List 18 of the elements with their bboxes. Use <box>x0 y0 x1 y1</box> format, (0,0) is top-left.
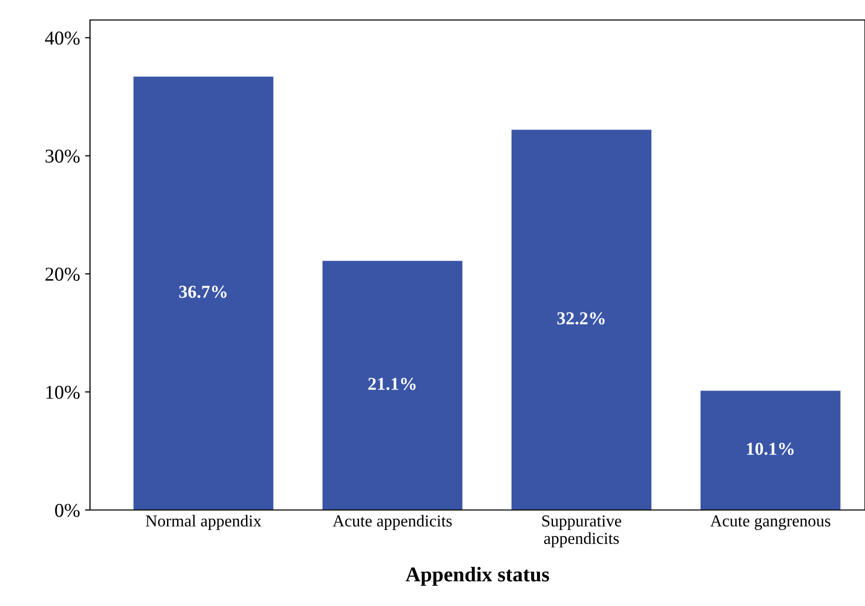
y-tick-label: 0% <box>55 504 80 517</box>
y-tick-label: 40% <box>45 32 80 45</box>
x-tick-label: Acute appendicits <box>332 514 452 530</box>
y-tick-label: 10% <box>46 386 80 399</box>
x-tick-label: Acute gangrenous <box>710 515 830 530</box>
y-tick-label: 30% <box>46 150 80 163</box>
bar <box>133 76 274 510</box>
data-label: 32.2% <box>557 312 605 324</box>
x-tick-label: Normal appendix <box>146 514 262 530</box>
data-label: 36.7% <box>179 286 227 298</box>
data-label: 10.1% <box>747 442 794 455</box>
bar <box>322 260 462 510</box>
bar <box>700 390 840 510</box>
y-tick-label: 20% <box>45 268 80 281</box>
bar <box>512 130 652 510</box>
x-axis-title: Appendix status <box>406 566 550 586</box>
data-label: 21.1% <box>368 378 416 390</box>
x-tick-label: Suppurative appendicits <box>542 515 622 548</box>
